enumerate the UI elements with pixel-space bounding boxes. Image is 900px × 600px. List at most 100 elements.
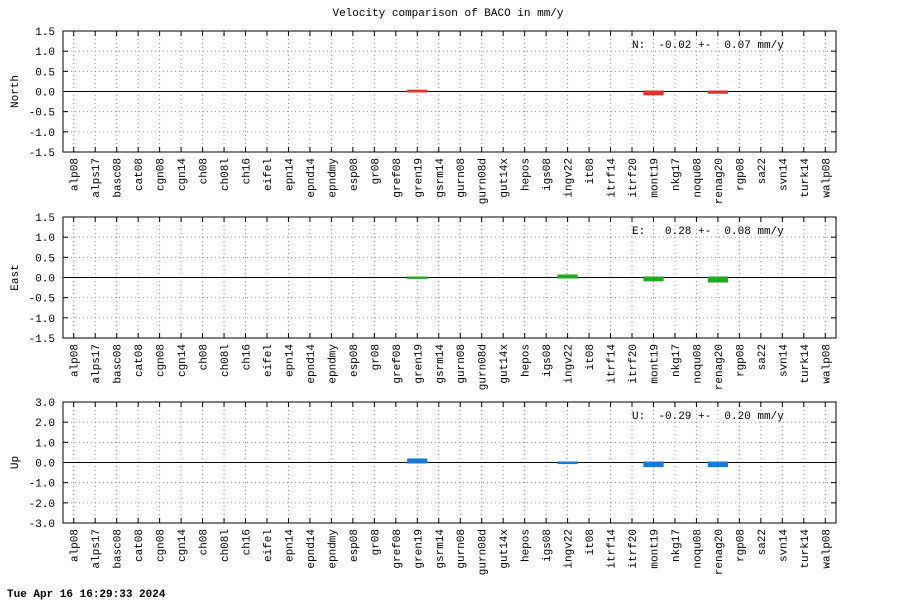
y-axis-label: North <box>10 75 22 108</box>
x-tick-label: renag20 <box>714 158 726 204</box>
x-tick-label: ingv22 <box>564 344 576 384</box>
bar <box>557 274 578 279</box>
x-tick-label: eifel <box>263 529 275 562</box>
plot-frame <box>62 401 837 524</box>
x-tick-label: gurn08d <box>478 344 490 390</box>
x-tick-label: nkg17 <box>671 158 683 191</box>
x-tick-label: ch08l <box>220 344 232 377</box>
x-tick-label: epn14 <box>284 344 296 377</box>
y-tick-label: 2.0 <box>35 418 55 430</box>
x-tick-label: ch16 <box>242 158 254 184</box>
x-tick-label: alp08 <box>70 529 82 562</box>
y-tick-label: 0.0 <box>35 459 55 471</box>
x-tick-label: svn14 <box>778 344 790 377</box>
x-tick-label: cgn08 <box>156 344 168 377</box>
x-tick-label: gref08 <box>392 344 404 384</box>
x-tick-label: hepos <box>521 158 533 191</box>
y-tick-label: -1.0 <box>29 128 55 140</box>
x-tick-label: basc08 <box>113 344 125 384</box>
x-tick-label: turk14 <box>800 344 812 384</box>
x-tick-label: alps17 <box>91 344 103 384</box>
x-tick-label: hepos <box>521 529 533 562</box>
bar <box>407 89 428 93</box>
x-tick-label: gren19 <box>413 158 425 198</box>
x-tick-label: gurn08 <box>456 344 468 384</box>
bar <box>643 461 664 468</box>
x-tick-label: turk14 <box>800 158 812 198</box>
y-tick-label: -1.0 <box>29 314 55 326</box>
x-tick-label: gurn08d <box>478 529 490 575</box>
x-tick-label: esp08 <box>349 344 361 377</box>
x-tick-label: gr08 <box>370 158 382 184</box>
x-tick-label: epn14 <box>284 158 296 191</box>
x-tick-label: it08 <box>585 344 597 370</box>
y-tick-label: 1.0 <box>35 47 55 59</box>
y-tick-label: -3.0 <box>29 519 55 531</box>
x-tick-label: gsrm14 <box>435 529 447 569</box>
x-tick-label: esp08 <box>349 158 361 191</box>
x-tick-label: basc08 <box>113 529 125 569</box>
y-tick-label: 3.0 <box>35 398 55 410</box>
x-tick-label: sa22 <box>757 344 769 370</box>
x-tick-label: it08 <box>585 529 597 555</box>
x-tick-label: alps17 <box>91 158 103 198</box>
x-tick-label: itrf14 <box>607 158 619 198</box>
x-tick-label: walp08 <box>821 158 833 198</box>
y-tick-label: 0.0 <box>35 88 55 100</box>
y-tick-label: 0.5 <box>35 253 55 265</box>
x-tick-label: epndmy <box>327 529 339 569</box>
x-tick-label: mont19 <box>649 529 661 569</box>
x-tick-label: itrf20 <box>628 158 640 198</box>
x-tick-label: itrf20 <box>628 344 640 384</box>
x-tick-label: gut14x <box>499 158 511 198</box>
x-tick-label: gurn08d <box>478 158 490 204</box>
x-tick-label: cgn14 <box>177 158 189 191</box>
x-tick-label: mont19 <box>649 158 661 198</box>
x-tick-label: epndmy <box>327 344 339 384</box>
x-tick-label: cgn08 <box>156 529 168 562</box>
x-tick-label: eifel <box>263 344 275 377</box>
bar <box>707 461 729 468</box>
x-tick-label: ch08 <box>199 158 211 184</box>
bar <box>707 276 729 283</box>
x-tick-label: cgn08 <box>156 158 168 191</box>
x-tick-label: renag20 <box>714 344 726 390</box>
bar <box>707 90 729 94</box>
y-tick-label: -2.0 <box>29 499 55 511</box>
x-tick-label: gref08 <box>392 158 404 198</box>
y-tick-label: -1.0 <box>29 479 55 491</box>
y-tick-label: -0.5 <box>29 108 55 120</box>
x-tick-label: rgp08 <box>735 344 747 377</box>
y-tick-label: -0.5 <box>29 294 55 306</box>
x-tick-label: epndmy <box>327 158 339 198</box>
x-tick-label: sa22 <box>757 529 769 555</box>
annotation: N: -0.02 +- 0.07 mm/y <box>632 40 784 52</box>
x-tick-label: noqu08 <box>692 158 704 198</box>
x-tick-label: cgn14 <box>177 344 189 377</box>
annotation: U: -0.29 +- 0.20 mm/y <box>632 411 784 423</box>
timestamp: Tue Apr 16 16:29:33 2024 <box>7 589 166 600</box>
x-tick-label: alps17 <box>91 529 103 569</box>
x-tick-label: it08 <box>585 158 597 184</box>
bar <box>407 458 428 464</box>
x-tick-label: noqu08 <box>692 344 704 384</box>
figure-title: Velocity comparison of BACO in mm/y <box>332 8 563 20</box>
bar <box>643 276 664 282</box>
x-tick-label: itrf20 <box>628 529 640 569</box>
x-tick-label: cgn14 <box>177 529 189 562</box>
x-tick-label: gut14x <box>499 344 511 384</box>
x-tick-label: noqu08 <box>692 529 704 569</box>
x-tick-label: cat08 <box>134 344 146 377</box>
y-tick-label: 0.0 <box>35 274 55 286</box>
y-tick-label: 1.5 <box>35 27 55 39</box>
y-tick-label: 1.5 <box>35 213 55 225</box>
x-tick-label: gurn08 <box>456 529 468 569</box>
x-tick-label: itrf14 <box>607 344 619 384</box>
x-tick-label: ch16 <box>242 529 254 555</box>
y-axis-label: East <box>10 264 22 290</box>
x-tick-label: renag20 <box>714 529 726 575</box>
bar <box>557 461 578 465</box>
x-tick-label: rgp08 <box>735 529 747 562</box>
x-tick-label: itrf14 <box>607 529 619 569</box>
